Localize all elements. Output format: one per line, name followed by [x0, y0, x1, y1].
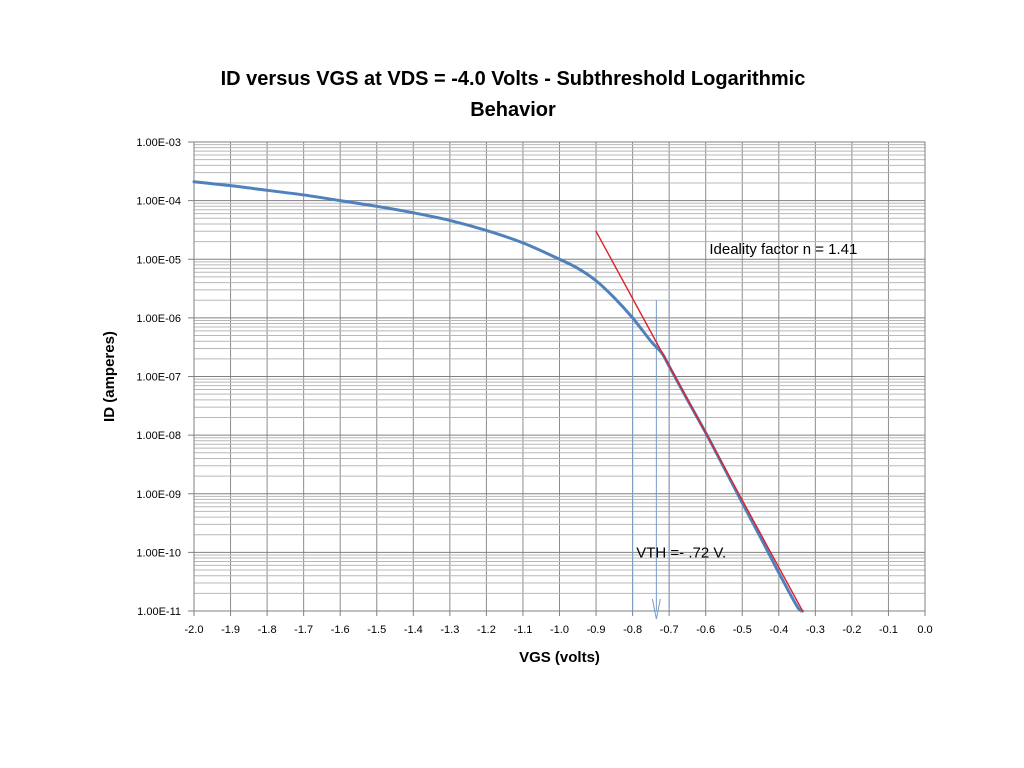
- y-tick-label: 1.00E-06: [136, 313, 181, 325]
- x-tick-label: -1.6: [331, 624, 350, 636]
- series-fit-line: [595, 230, 804, 612]
- x-tick-label: -1.1: [513, 624, 532, 636]
- x-tick-label: -0.1: [879, 624, 898, 636]
- x-tick-label: 0.0: [917, 624, 932, 636]
- x-tick-label: -1.0: [550, 624, 569, 636]
- chart-title-line1: ID versus VGS at VDS = -4.0 Volts - Subt…: [220, 68, 806, 90]
- x-tick-labels: -2.0 -1.9 -1.8 -1.7 -1.6 -1.5 -1.4 -1.3 -1.2 -1.1…: [185, 611, 933, 636]
- y-tick-label: 1.00E-10: [136, 547, 181, 559]
- y-tick-label: 1.00E-09: [136, 489, 181, 501]
- y-tick-label: 1.00E-04: [136, 196, 181, 208]
- x-tick-label: -0.9: [587, 624, 606, 636]
- series-id-curve: [192, 180, 805, 613]
- series-lines: [192, 180, 805, 613]
- x-tick-label: -0.6: [696, 624, 715, 636]
- x-tick-label: -1.8: [258, 624, 277, 636]
- x-tick-label: -1.4: [404, 624, 423, 636]
- y-tick-label: 1.00E-05: [136, 254, 181, 266]
- x-tick-label: -1.3: [440, 624, 459, 636]
- x-tick-label: -0.7: [660, 624, 679, 636]
- x-tick-label: -1.5: [367, 624, 386, 636]
- annotation-text: VTH =- .72 V.: [636, 544, 726, 561]
- chart-title-line2: Behavior: [470, 99, 556, 121]
- vth-arrow-head: [651, 598, 661, 620]
- y-tick-label: 1.00E-08: [136, 430, 181, 442]
- x-tick-label: -0.5: [733, 624, 752, 636]
- markers: [632, 300, 670, 620]
- x-tick-label: -1.2: [477, 624, 496, 636]
- x-tick-label: -0.2: [842, 624, 861, 636]
- y-tick-label: 1.00E-11: [137, 606, 181, 618]
- x-tick-label: -0.8: [623, 624, 642, 636]
- grid: [193, 142, 926, 612]
- annotation-text: Ideality factor n = 1.41: [709, 241, 857, 258]
- y-tick-label: 1.00E-03: [136, 137, 181, 149]
- x-axis-label: VGS (volts): [519, 649, 600, 666]
- y-tick-label: 1.00E-07: [136, 372, 181, 384]
- x-tick-label: -2.0: [185, 624, 204, 636]
- x-tick-label: -0.4: [769, 624, 788, 636]
- annotations: Ideality factor n = 1.41 VTH =- .72 V.: [636, 241, 857, 561]
- x-tick-label: -1.7: [294, 624, 313, 636]
- x-tick-label: -0.3: [806, 624, 825, 636]
- y-axis-label: ID (amperes): [101, 331, 118, 422]
- y-tick-labels: 1.00E-03 1.00E-04 1.00E-05 1.00E-06 1.00E-07…: [136, 137, 194, 618]
- x-tick-label: -1.9: [221, 624, 240, 636]
